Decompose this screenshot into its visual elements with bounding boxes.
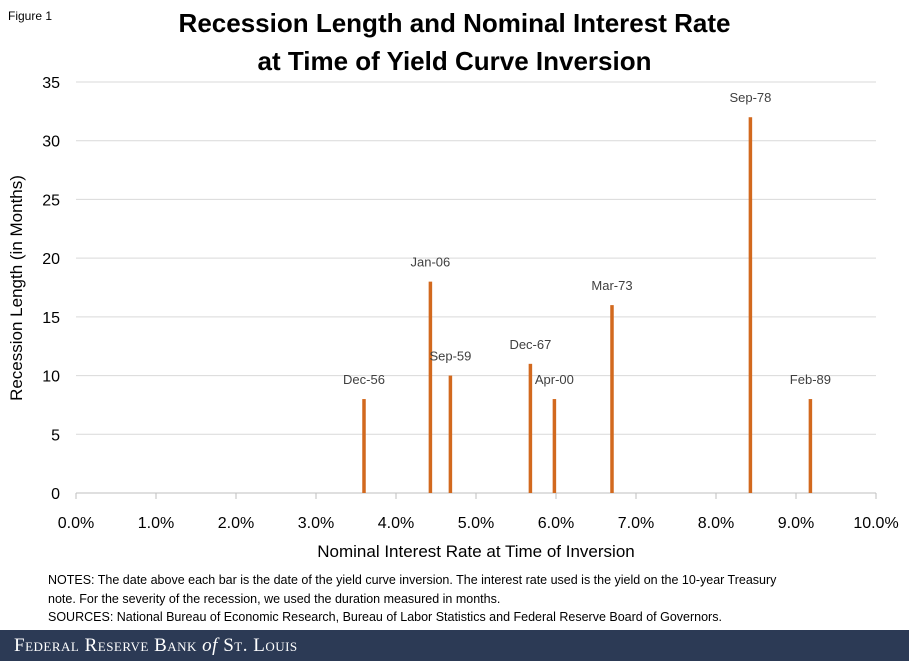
y-tick-label: 20 <box>42 251 60 268</box>
data-label: Jan-06 <box>411 255 451 270</box>
x-tick-label: 7.0% <box>618 515 654 532</box>
sources-line: SOURCES: National Bureau of Economic Res… <box>48 610 722 624</box>
bar <box>748 117 753 493</box>
y-tick-label: 25 <box>42 192 60 209</box>
chart-title-line1: Recession Length and Nominal Interest Ra… <box>178 8 731 38</box>
gridlines <box>76 81 876 435</box>
bar <box>528 363 533 493</box>
brand-name-part2: St. Louis <box>223 635 298 656</box>
y-tick-label: 30 <box>42 134 60 151</box>
data-label: Sep-59 <box>429 349 471 364</box>
x-tick-label: 5.0% <box>458 515 494 532</box>
data-label: Dec-67 <box>509 337 551 352</box>
x-tick-label: 3.0% <box>298 515 334 532</box>
footer-bar: Federal Reserve Bank of St. Louis <box>0 630 909 661</box>
x-tick-label: 4.0% <box>378 515 414 532</box>
y-tick-label: 35 <box>42 75 60 92</box>
data-label: Sep-78 <box>729 90 771 105</box>
bars <box>362 117 813 493</box>
y-tick-label: 15 <box>42 310 60 327</box>
data-label: Mar-73 <box>591 278 632 293</box>
data-label: Apr-00 <box>535 372 574 387</box>
axes: 0 5 10 15 20 25 30 35 0.0% 1.0% 2.0% 3.0% 4.0% 5.0% 6.… <box>42 75 898 532</box>
figure-label: Figure 1 <box>8 9 53 23</box>
bar <box>552 399 557 493</box>
brand-logo-text: Federal Reserve Bank of St. Louis <box>14 635 298 657</box>
chart: 0 5 10 15 20 25 30 35 0.0% 1.0% 2.0% 3.0% 4.0% 5.0% 6.… <box>7 75 899 561</box>
chart-title-line2: at Time of Yield Curve Inversion <box>257 46 652 76</box>
y-axis-label: Recession Length (in Months) <box>7 175 26 401</box>
bar <box>362 399 366 493</box>
x-tick-label: 6.0% <box>538 515 574 532</box>
x-axis-label: Nominal Interest Rate at Time of Inversi… <box>317 542 634 561</box>
data-label: Feb-89 <box>790 372 831 387</box>
notes: NOTES: The date above each bar is the da… <box>48 571 903 627</box>
bar <box>610 305 614 493</box>
y-tick-label: 0 <box>51 486 60 503</box>
y-tick-label: 5 <box>51 427 60 444</box>
bar <box>428 281 433 493</box>
bar <box>448 375 453 493</box>
brand-of: of <box>202 635 218 656</box>
bar <box>808 399 813 493</box>
x-tick-label: 10.0% <box>853 515 898 532</box>
data-label: Dec-56 <box>343 372 385 387</box>
notes-line-1: NOTES: The date above each bar is the da… <box>48 573 777 587</box>
x-tick-label: 1.0% <box>138 515 174 532</box>
x-tick-label: 0.0% <box>58 515 94 532</box>
notes-line-2: note. For the severity of the recession,… <box>48 591 501 606</box>
x-tick-label: 2.0% <box>218 515 254 532</box>
brand-name-part1: Federal Reserve Bank <box>14 635 197 656</box>
x-tick-label: 8.0% <box>698 515 734 532</box>
y-tick-label: 10 <box>42 369 60 386</box>
x-tick-label: 9.0% <box>778 515 814 532</box>
data-labels: Dec-56 Jan-06 Sep-59 Dec-67 Apr-00 Mar-73 Sep-… <box>343 90 831 387</box>
